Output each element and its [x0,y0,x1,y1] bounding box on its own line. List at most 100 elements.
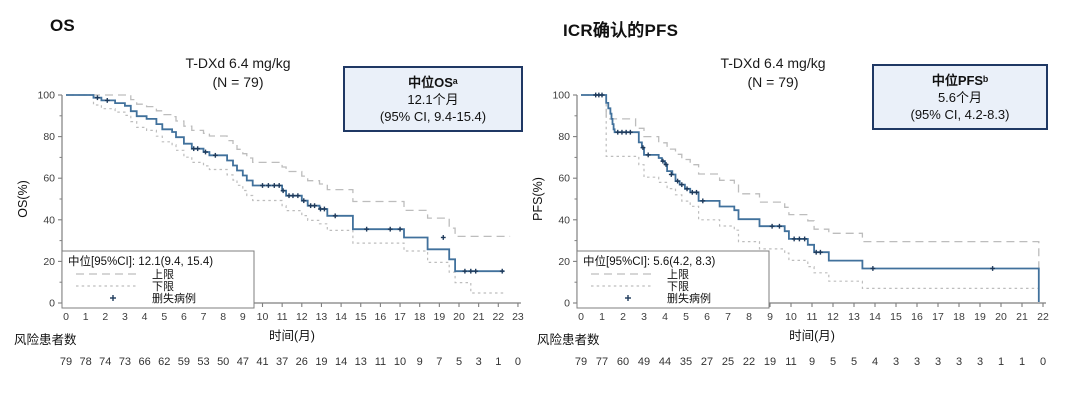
svg-text:22: 22 [1037,311,1049,323]
svg-text:3: 3 [476,356,482,368]
censor-marks [593,92,995,271]
svg-text:100: 100 [37,90,55,102]
svg-text:1: 1 [83,311,89,323]
svg-text:3: 3 [914,356,920,368]
censor-marks [95,95,505,274]
svg-text:6: 6 [704,311,710,323]
svg-text:中位[95%CI]: 12.1(9.4, 15.4): 中位[95%CI]: 12.1(9.4, 15.4) [68,254,213,268]
svg-text:0: 0 [515,356,521,368]
svg-text:41: 41 [256,356,268,368]
svg-text:19: 19 [974,311,986,323]
svg-text:13: 13 [355,356,367,368]
svg-text:49: 49 [638,356,650,368]
svg-text:15: 15 [890,311,902,323]
svg-text:3: 3 [122,311,128,323]
svg-text:0: 0 [49,298,55,310]
svg-text:16: 16 [911,311,923,323]
svg-text:9: 9 [767,311,773,323]
svg-text:20: 20 [995,311,1007,323]
svg-text:9: 9 [809,356,815,368]
svg-text:3: 3 [641,311,647,323]
svg-text:11: 11 [785,356,796,368]
km-curve [581,94,1040,302]
svg-text:上限: 上限 [152,268,174,281]
svg-text:40: 40 [558,214,570,226]
svg-text:21: 21 [473,311,485,323]
os-chart-title: OS [50,16,75,35]
pfs-arm-line2: (N = 79) [747,74,799,90]
svg-text:20: 20 [43,256,55,268]
svg-text:4: 4 [142,311,148,323]
upper-ci-curve [66,94,511,238]
svg-text:8: 8 [220,311,226,323]
svg-text:3: 3 [956,356,962,368]
svg-text:62: 62 [158,356,170,368]
svg-text:2: 2 [620,311,626,323]
svg-text:66: 66 [138,356,150,368]
svg-text:5: 5 [830,356,836,368]
svg-text:OS(%): OS(%) [16,180,30,218]
svg-text:时间(月): 时间(月) [269,329,315,343]
pfs-arm-line1: T-DXd 6.4 mg/kg [720,55,826,71]
svg-text:5: 5 [851,356,857,368]
svg-text:3: 3 [893,356,899,368]
svg-text:上限: 上限 [667,268,689,281]
svg-text:7: 7 [201,311,207,323]
svg-text:7: 7 [725,311,731,323]
svg-text:17: 17 [932,311,944,323]
svg-text:44: 44 [659,356,671,368]
svg-text:59: 59 [178,356,190,368]
svg-text:22: 22 [743,356,755,368]
svg-text:50: 50 [217,356,229,368]
svg-text:中位[95%CI]: 5.6(4.2, 8.3): 中位[95%CI]: 5.6(4.2, 8.3) [583,254,715,268]
svg-text:22: 22 [492,311,504,323]
svg-text:12: 12 [296,311,308,323]
pfs-chart-title: ICR确认的PFS [563,21,679,40]
svg-text:13: 13 [848,311,860,323]
svg-text:37: 37 [276,356,288,368]
svg-text:100: 100 [552,90,570,102]
svg-text:77: 77 [596,356,608,368]
svg-text:20: 20 [453,311,465,323]
svg-text:5: 5 [683,311,689,323]
svg-text:4: 4 [872,356,878,368]
svg-text:0: 0 [578,311,584,323]
svg-text:9: 9 [417,356,423,368]
lower-ci-curve [66,94,505,294]
svg-text:5: 5 [456,356,462,368]
median-os-value: 12.1个月 [407,91,459,107]
svg-text:4: 4 [662,311,668,323]
svg-text:16: 16 [375,311,387,323]
median-pfs-callout: 中位PFSᵇ 5.6个月 (95% CI, 4.2-8.3) [872,64,1048,130]
svg-text:14: 14 [335,356,347,368]
os-treatment-arm-label: T-DXd 6.4 mg/kg (N = 79) [133,54,343,92]
svg-text:删失病例: 删失病例 [152,291,196,305]
svg-text:11: 11 [375,356,386,368]
svg-text:3: 3 [935,356,941,368]
svg-text:80: 80 [43,131,55,143]
median-pfs-value: 5.6个月 [937,89,983,105]
svg-text:2: 2 [102,311,108,323]
svg-text:17: 17 [394,311,406,323]
svg-text:53: 53 [197,356,209,368]
svg-text:5: 5 [161,311,167,323]
svg-text:26: 26 [296,356,308,368]
svg-text:1: 1 [998,356,1004,368]
median-pfs-ci: (95% CI, 4.2-8.3) [910,106,1010,122]
svg-text:6: 6 [181,311,187,323]
svg-text:27: 27 [701,356,713,368]
svg-text:78: 78 [80,356,92,368]
km-curve [66,94,505,273]
os-arm-line2: (N = 79) [212,74,264,90]
svg-text:14: 14 [869,311,881,323]
pfs-treatment-arm-label: T-DXd 6.4 mg/kg (N = 79) [668,54,878,92]
svg-text:19: 19 [434,311,446,323]
svg-text:0: 0 [1040,356,1046,368]
svg-text:23: 23 [512,311,524,323]
svg-text:60: 60 [43,173,55,185]
svg-text:下限: 下限 [667,280,689,293]
